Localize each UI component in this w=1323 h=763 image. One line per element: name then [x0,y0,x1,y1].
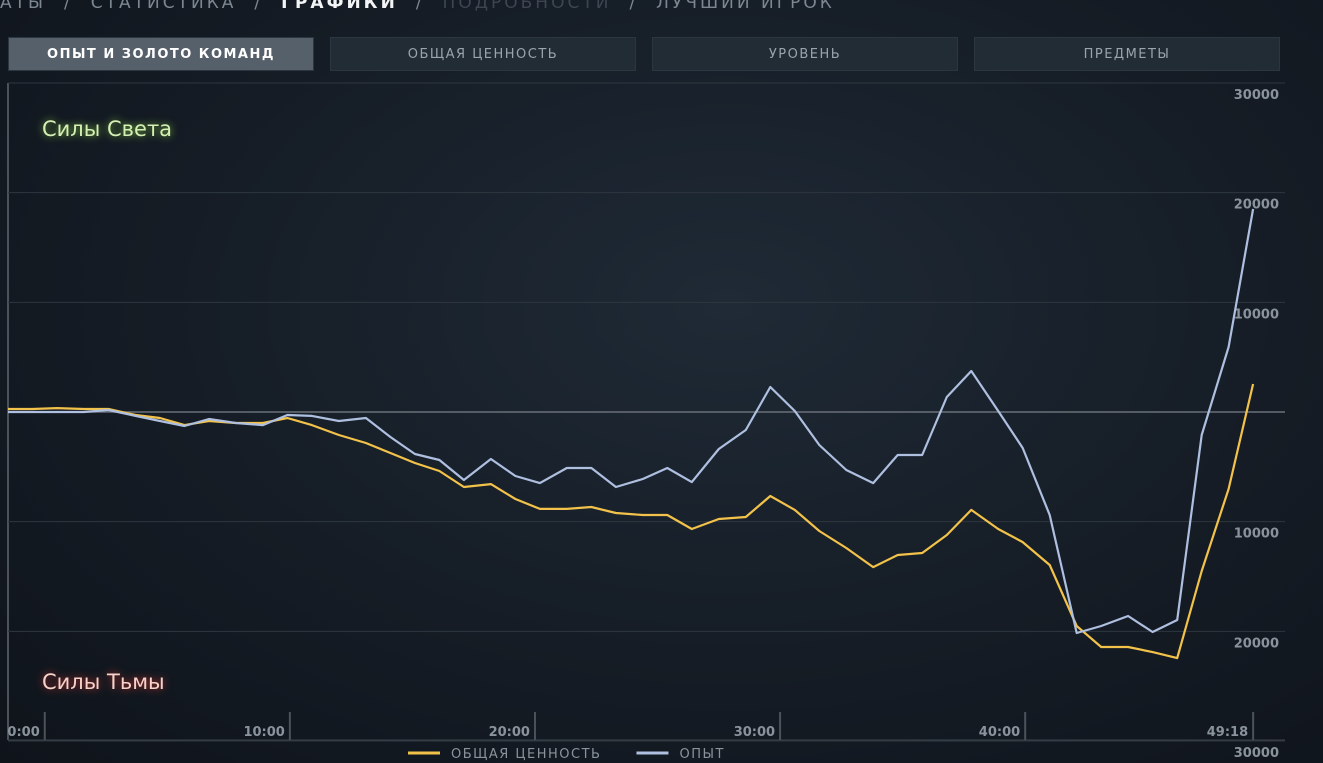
tab-bar: ОПЫТ И ЗОЛОТО КОМАНД ОБЩАЯ ЦЕННОСТЬ УРОВЕН… [8,37,1280,71]
nav-item[interactable]: СТАТИСТИКА [90,0,237,13]
x-tick-label: 10:00 [243,725,284,740]
separator: / [64,0,73,13]
tab[interactable]: УРОВЕНЬ [652,37,958,71]
x-tick-label: 0:00 [7,725,39,740]
y-tick-label: 10000 [1234,307,1279,322]
y-tick-label: 30000 [1234,88,1279,103]
x-tick-label: 49:18 [1207,725,1248,740]
tab[interactable]: ПРЕДМЕТЫ [974,37,1280,71]
legend-label: ОБЩАЯ ЦЕННОСТЬ [451,747,601,762]
nav-item[interactable]: ПОДРОБНОСТИ [442,0,612,13]
y-tick-label: 20000 [1234,198,1279,213]
tab[interactable]: ОБЩАЯ ЦЕННОСТЬ [330,37,636,71]
tab[interactable]: ОПЫТ И ЗОЛОТО КОМАНД [8,37,314,71]
legend-label: ОПЫТ [679,747,724,762]
y-tick-label: 30000 [1234,746,1279,761]
x-tick-label: 20:00 [489,725,530,740]
y-tick-label: 20000 [1234,636,1279,651]
series-line [8,208,1255,635]
radiant-label: Силы Света [42,117,172,141]
breadcrumb: АТЫ / СТАТИСТИКА / ГРАФИКИ / ПОДРОБНОСТИ / ЛУЧШИ… [0,0,853,15]
y-tick-label: 10000 [1234,527,1279,542]
series-line [8,383,1255,660]
x-tick-label: 40:00 [979,725,1020,740]
nav-item[interactable]: ЛУЧШИЙ ИГРОК [656,0,835,13]
nav-item[interactable]: АТЫ [0,0,47,13]
dire-label: Силы Тьмы [42,670,165,694]
separator: / [415,0,425,13]
nav-item[interactable]: ГРАФИКИ [281,0,398,13]
separator: / [629,0,639,13]
separator: / [254,0,264,13]
x-tick-label: 30:00 [734,725,775,740]
